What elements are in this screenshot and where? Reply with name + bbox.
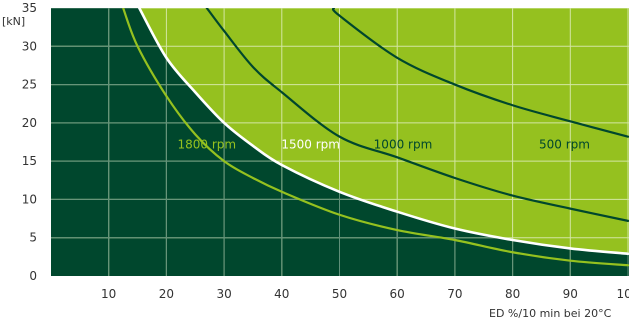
x-tick-label: 40 (274, 287, 289, 301)
series-line-500-rpm (331, 8, 629, 138)
curve-label: 500 rpm (539, 137, 590, 151)
y-tick-label: 35 (22, 1, 37, 15)
y-tick-label: 20 (22, 116, 37, 130)
x-tick-label: 100 (617, 287, 629, 301)
y-tick-label: 30 (22, 39, 37, 53)
dark-region (51, 8, 629, 276)
x-tick-label: 60 (390, 287, 405, 301)
y-tick-label: 15 (22, 154, 37, 168)
curve-labels: 1800 rpm 1500 rpm 1000 rpm 500 rpm (177, 137, 590, 151)
x-tick-label: 30 (216, 287, 231, 301)
y-tick-label: 0 (29, 269, 37, 283)
series-line-1500-rpm (137, 8, 629, 256)
y-unit-label: [kN] (2, 15, 25, 28)
x-tick-label: 20 (159, 287, 174, 301)
series-line-1000-rpm (205, 8, 629, 222)
x-tick-label: 10 (101, 287, 116, 301)
series-line-1800-rpm (122, 8, 629, 267)
y-tick-label: 10 (22, 192, 37, 206)
x-tick-label: 90 (563, 287, 578, 301)
x-tick-label: 70 (447, 287, 462, 301)
x-tick-label: 80 (505, 287, 520, 301)
y-tick-label: 25 (22, 78, 37, 92)
plot-area (51, 8, 629, 276)
curve-label: 1800 rpm (177, 137, 236, 151)
x-axis-label: ED %/10 min bei 20°C (489, 307, 612, 320)
x-tick-label: 50 (332, 287, 347, 301)
curve-label: 1000 rpm (374, 137, 433, 151)
axes: 0 5 10 15 20 25 30 35[kN] 10 20 30 40 50 60 70 80 90 100 E… (2, 1, 629, 320)
y-tick-label: 5 (29, 231, 37, 245)
curve-label: 1500 rpm (281, 137, 340, 151)
